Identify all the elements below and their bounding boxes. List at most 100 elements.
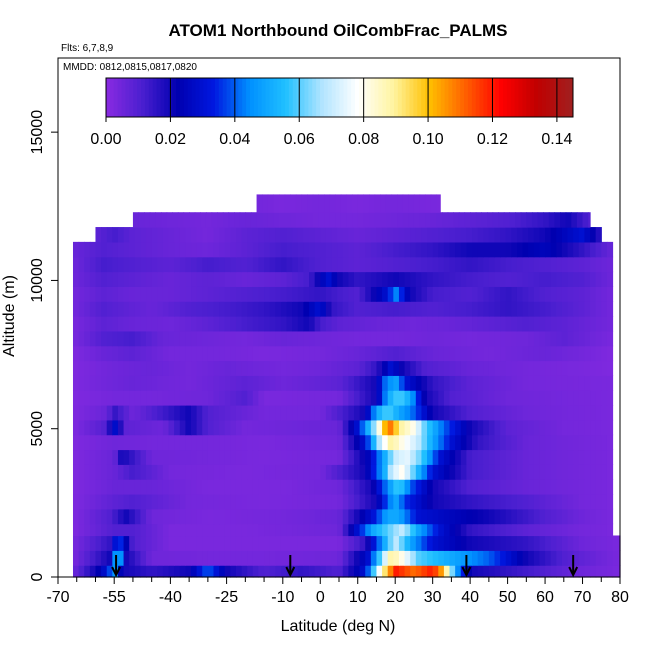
heatmap-cell (584, 227, 591, 243)
heatmap-cell (556, 535, 563, 551)
heatmap-cell (258, 286, 265, 302)
heatmap-cell (601, 375, 608, 391)
heatmap-cell (275, 508, 282, 525)
heatmap-cell (325, 330, 333, 347)
heatmap-cell (550, 375, 557, 391)
heatmap-cell (320, 241, 327, 258)
heatmap-cell (235, 375, 243, 391)
heatmap-cell (84, 523, 91, 537)
heatmap-cell (320, 449, 327, 465)
heatmap-cell (398, 434, 406, 451)
heatmap-cell (185, 449, 192, 465)
heatmap-cell (466, 241, 473, 258)
heatmap-cell (601, 390, 608, 406)
heatmap-cell (264, 301, 271, 317)
heatmap-cell (370, 550, 378, 566)
heatmap-cell (224, 434, 231, 451)
heatmap-cell (516, 493, 524, 510)
heatmap-cell (213, 227, 220, 243)
heatmap-cell (348, 419, 355, 436)
heatmap-cell (337, 286, 344, 302)
heatmap-cell (550, 330, 557, 347)
heatmap-cell (72, 508, 80, 525)
heatmap-cell (483, 434, 490, 451)
heatmap-cell (106, 550, 113, 566)
heatmap-cell (146, 565, 153, 578)
heatmap-cell (477, 227, 484, 243)
heatmap-cell (427, 464, 434, 480)
heatmap-cell (353, 271, 361, 287)
heatmap-cell (292, 286, 299, 302)
heatmap-cell (449, 241, 456, 258)
heatmap-cell (101, 360, 108, 376)
heatmap-cell (207, 550, 215, 566)
heatmap-cell (494, 565, 501, 578)
heatmap-cell (382, 434, 389, 451)
colorbar-segment (222, 78, 228, 117)
heatmap-cell (162, 404, 170, 421)
heatmap-cell (458, 212, 466, 228)
heatmap-cell (505, 550, 512, 566)
heatmap-cell (460, 493, 467, 510)
heatmap-cell (280, 345, 288, 362)
heatmap-cell (168, 479, 175, 495)
heatmap-cell (522, 330, 529, 347)
heatmap-cell (329, 194, 336, 213)
heatmap-cell (89, 419, 97, 436)
heatmap-cell (353, 360, 361, 376)
heatmap-cell (207, 330, 215, 347)
heatmap-cell (202, 464, 209, 480)
heatmap-cell (151, 256, 158, 273)
heatmap-cell (303, 479, 310, 495)
heatmap-cell (500, 316, 507, 332)
heatmap-cell (309, 493, 316, 510)
colorbar-segment (187, 78, 193, 117)
heatmap-cell (72, 535, 80, 551)
heatmap-cell (472, 404, 479, 421)
colorbar-segment (218, 78, 224, 117)
heatmap-cell (584, 390, 591, 406)
heatmap-cell (606, 330, 614, 347)
colorbar-segment (242, 78, 247, 117)
heatmap-cell (191, 330, 198, 347)
heatmap-cell (264, 345, 271, 362)
x-tick-label: 10 (349, 589, 367, 606)
heatmap-cell (449, 493, 456, 510)
heatmap-cell (280, 330, 288, 347)
heatmap-cell (179, 256, 186, 273)
heatmap-cell (196, 390, 203, 406)
heatmap-cell (185, 345, 192, 362)
heatmap-cell (500, 535, 507, 551)
heatmap-cell (286, 390, 293, 406)
heatmap-cell (331, 390, 338, 406)
heatmap-cell (269, 449, 276, 465)
heatmap-band (72, 316, 614, 332)
heatmap-cell (550, 301, 557, 317)
colorbar-segment (499, 78, 504, 117)
heatmap-cell (320, 493, 327, 510)
heatmap-cell (516, 550, 524, 566)
heatmap-cell (95, 271, 102, 287)
heatmap-cell (545, 241, 552, 258)
heatmap-cell (174, 375, 181, 391)
heatmap-cell (129, 390, 136, 406)
heatmap-cell (196, 330, 203, 347)
heatmap-cell (449, 360, 456, 376)
heatmap-cell (264, 479, 271, 495)
heatmap-cell (511, 241, 518, 258)
heatmap-cell (528, 523, 535, 537)
heatmap-cell (280, 316, 288, 332)
colorbar-segment (238, 78, 243, 117)
heatmap-cell (601, 404, 608, 421)
heatmap-cell (146, 479, 153, 495)
heatmap-cell (185, 508, 192, 525)
heatmap-cell (280, 449, 288, 465)
heatmap-cell (252, 508, 260, 525)
heatmap-cell (89, 449, 97, 465)
heatmap-cell (196, 241, 203, 258)
heatmap-cell (590, 434, 597, 451)
heatmap-cell (331, 523, 338, 537)
heatmap-cell (144, 212, 151, 228)
heatmap-cell (606, 345, 614, 362)
heatmap-cell (337, 360, 344, 376)
